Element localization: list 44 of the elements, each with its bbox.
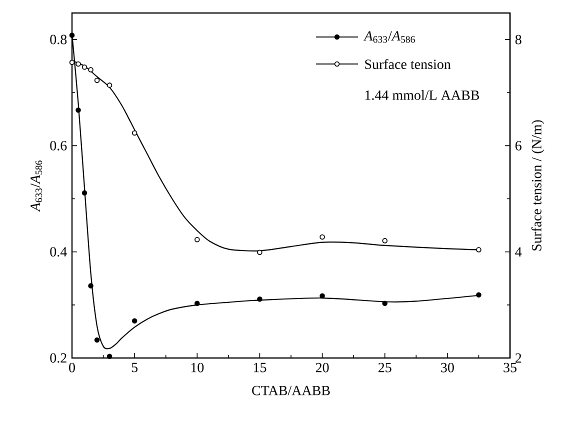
point [69,60,75,66]
point [94,337,100,343]
point [82,64,88,70]
point [257,296,262,302]
y-tick-label: 0.8 [50,34,67,44]
point [76,61,81,67]
x-tick-label: 15 [254,362,266,372]
point [106,82,112,88]
legend-label: Surface tension [365,59,451,69]
point [476,292,482,298]
y2-tick-label: 2 [515,353,522,363]
annotation: 1.44 mmol/L AABB [365,90,480,100]
point [76,107,81,113]
x-tick-label: 5 [132,362,138,372]
point [88,283,94,288]
x-tick-label: 30 [441,362,454,372]
legend-label: A$_{633}$/A$_{586}$ [363,31,415,43]
point [476,247,482,252]
y2-axis-title: Surface tension / (N/m) [531,120,544,250]
x-tick-label: 10 [191,362,204,372]
x-tick-label: 0 [69,362,75,372]
point [320,234,325,240]
point [382,300,388,306]
x-axis-title: CTAB/AABB [252,386,330,396]
point [94,78,100,84]
x-tick-label: 25 [378,362,392,372]
point [257,250,262,256]
y2-tick-label: 4 [515,247,522,256]
point [69,32,75,38]
x-tick-label: 35 [504,362,516,372]
point [194,300,200,306]
y-tick-label: 0.4 [50,247,67,257]
y2-tick-label: 6 [515,140,522,150]
point [106,354,112,360]
point [194,237,200,242]
point [88,67,94,72]
x-tick-label: 20 [316,362,329,372]
point [82,190,88,196]
point [382,238,388,244]
y-tick-label: 0.2 [50,353,66,363]
y-tick-label: 0.6 [50,140,67,150]
y2-tick-label: 8 [515,34,522,44]
point [132,130,138,136]
point [132,318,138,324]
